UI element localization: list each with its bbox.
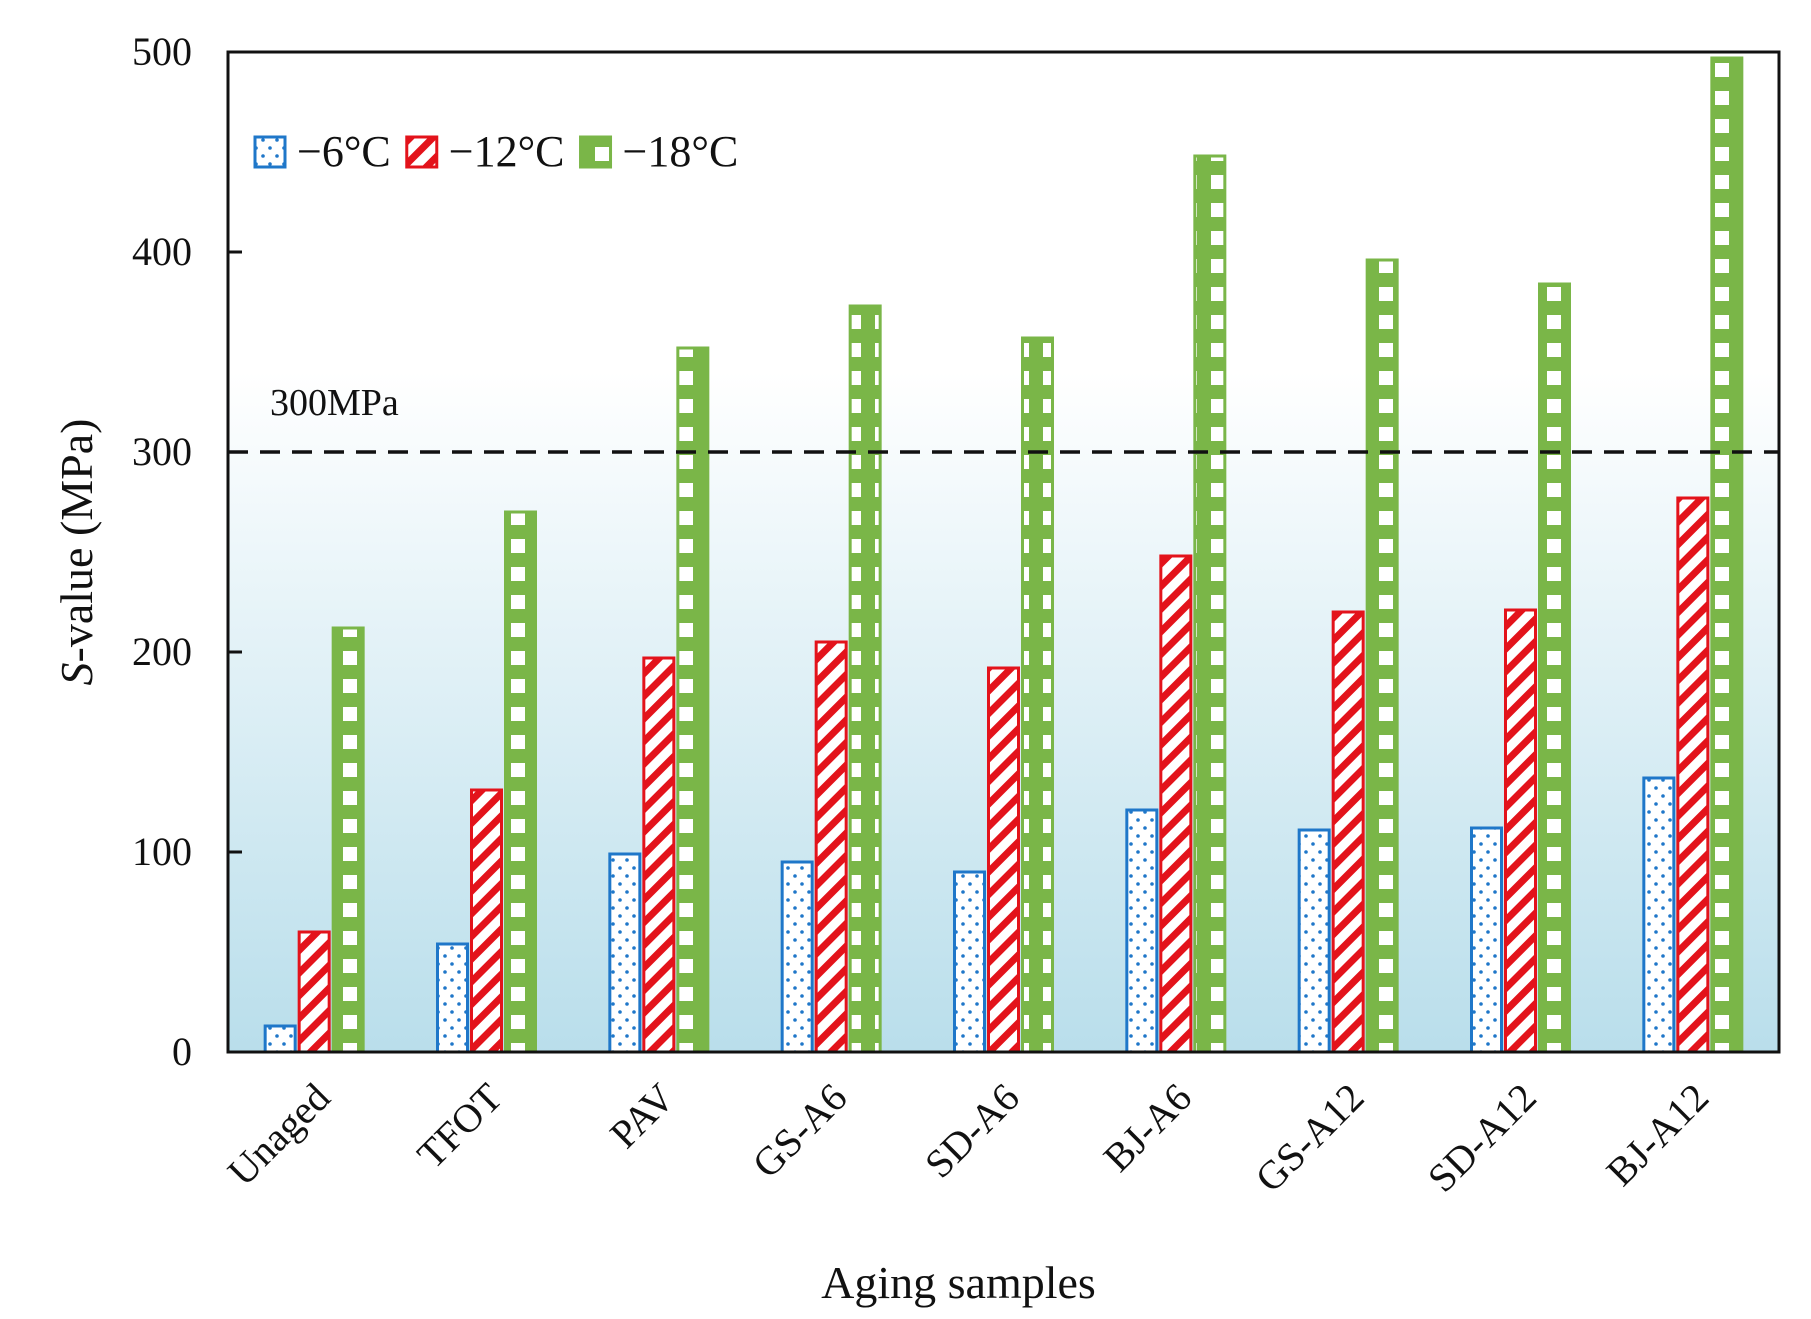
y-tick-label-200: 200 bbox=[132, 629, 192, 674]
reference-line-label: 300MPa bbox=[270, 382, 399, 424]
y-tick-label-300: 300 bbox=[132, 429, 192, 474]
y-tick-label-100: 100 bbox=[132, 829, 192, 874]
y-axis-title: S-value (MPa) bbox=[51, 419, 102, 686]
x-tick-label-gs-a6: GS-A6 bbox=[744, 1075, 856, 1187]
bar-bj-a12-series-1 bbox=[1642, 776, 1676, 1054]
x-tick-label-tfot: TFOT bbox=[408, 1075, 511, 1178]
bar-sd-a6-series-2 bbox=[987, 666, 1020, 1054]
x-tick-label-unaged: Unaged bbox=[219, 1075, 339, 1195]
x-tick-label-sd-a6: SD-A6 bbox=[916, 1075, 1028, 1187]
legend-swatch-2 bbox=[405, 135, 439, 169]
bar-gs-a6-series-3 bbox=[848, 304, 882, 1054]
bar-sd-a6-series-1 bbox=[953, 870, 986, 1054]
bar-unaged-series-1 bbox=[263, 1024, 297, 1054]
bar-tfot-series-3 bbox=[504, 510, 537, 1054]
bar-sd-a12-series-3 bbox=[1538, 282, 1571, 1054]
bar-gs-a6-series-1 bbox=[780, 860, 814, 1054]
legend-label-1: −6°C bbox=[297, 127, 391, 176]
legend-label-3: −18°C bbox=[623, 127, 739, 176]
bar-unaged-series-3 bbox=[331, 626, 365, 1054]
bar-sd-a12-series-2 bbox=[1504, 608, 1537, 1054]
legend-label-2: −12°C bbox=[449, 127, 565, 176]
x-tick-label-pav: PAV bbox=[601, 1074, 683, 1156]
bar-pav-series-2 bbox=[642, 656, 676, 1054]
bar-tfot-series-1 bbox=[436, 942, 469, 1054]
bar-bj-a12-series-2 bbox=[1676, 496, 1710, 1054]
bar-unaged-series-2 bbox=[297, 930, 331, 1054]
x-tick-label-gs-a12: GS-A12 bbox=[1246, 1075, 1372, 1201]
bar-gs-a12-series-1 bbox=[1297, 828, 1331, 1054]
bar-bj-a6-series-1 bbox=[1125, 808, 1159, 1054]
y-axis-title-italic: S bbox=[51, 662, 102, 685]
x-axis-title: Aging samples bbox=[821, 1257, 1096, 1308]
bar-bj-a6-series-3 bbox=[1193, 154, 1227, 1054]
legend: −6°C −12°C −18°C bbox=[253, 127, 739, 176]
plot-frame bbox=[226, 50, 1781, 1054]
y-tick-label-400: 400 bbox=[132, 229, 192, 274]
y-axis-title-rest: -value (MPa) bbox=[51, 419, 102, 663]
legend-swatch-1 bbox=[253, 135, 287, 169]
bar-sd-a6-series-3 bbox=[1021, 336, 1054, 1054]
legend-swatch-3 bbox=[579, 135, 613, 169]
x-tick-label-bj-a6: BJ-A6 bbox=[1095, 1075, 1201, 1181]
bar-bj-a12-series-3 bbox=[1710, 56, 1744, 1054]
bar-gs-a12-series-3 bbox=[1365, 258, 1399, 1054]
bar-tfot-series-2 bbox=[470, 788, 503, 1054]
bar-sd-a12-series-1 bbox=[1470, 826, 1503, 1054]
bar-bj-a6-series-2 bbox=[1159, 554, 1193, 1054]
bar-gs-a12-series-2 bbox=[1331, 610, 1365, 1054]
x-tick-label-bj-a12: BJ-A12 bbox=[1597, 1075, 1717, 1195]
y-tick-label-500: 500 bbox=[132, 29, 192, 74]
bar-gs-a6-series-2 bbox=[814, 640, 848, 1054]
bar-pav-series-3 bbox=[676, 346, 710, 1054]
x-tick-label-sd-a12: SD-A12 bbox=[1419, 1075, 1545, 1201]
bar-pav-series-1 bbox=[608, 852, 642, 1054]
y-tick-label-0: 0 bbox=[172, 1029, 192, 1074]
